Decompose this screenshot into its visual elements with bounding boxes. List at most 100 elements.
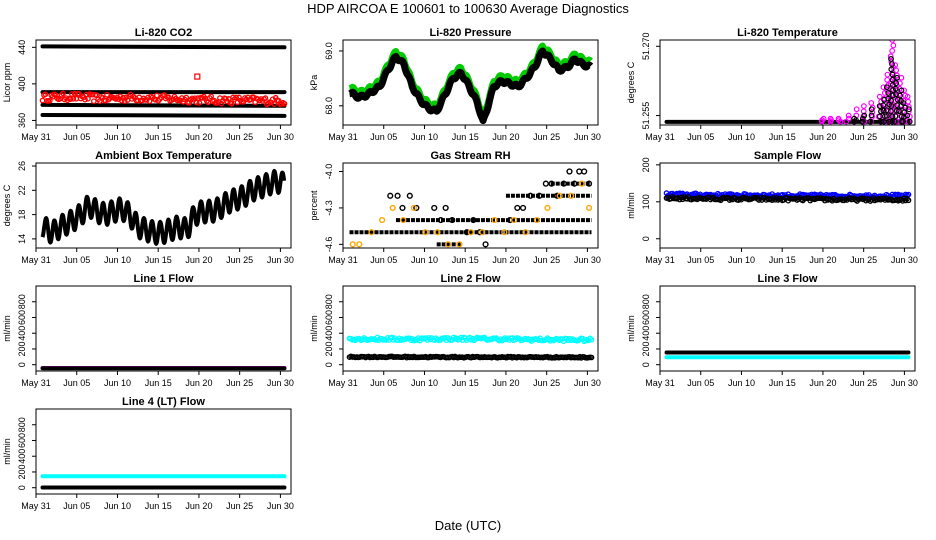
y-tick-label: 18 bbox=[17, 210, 27, 220]
x-tick-label: Jun 05 bbox=[687, 132, 714, 142]
data-point bbox=[897, 92, 903, 99]
data-point bbox=[349, 241, 356, 248]
data-point bbox=[588, 354, 595, 361]
y-axis-label: degrees C bbox=[2, 184, 12, 226]
y-tick-label: 360 bbox=[17, 113, 27, 128]
x-tick-label: Jun 05 bbox=[63, 501, 90, 511]
data-point bbox=[422, 229, 429, 236]
data-point bbox=[898, 87, 905, 94]
data-point bbox=[222, 95, 229, 102]
data-point bbox=[883, 84, 890, 91]
data-point bbox=[900, 100, 907, 106]
x-tick-label: May 31 bbox=[645, 132, 675, 142]
panel-frame bbox=[342, 285, 599, 372]
y-tick-label: 800 bbox=[17, 417, 27, 432]
series-band bbox=[40, 102, 287, 108]
series-outlier bbox=[194, 73, 201, 80]
y-tick-label: 22 bbox=[17, 185, 27, 195]
data-point bbox=[835, 115, 842, 122]
data-point bbox=[892, 62, 899, 69]
data-point bbox=[883, 112, 890, 119]
data-point bbox=[884, 76, 891, 83]
x-tick-label: Jun 20 bbox=[492, 132, 519, 142]
x-tick-label: Jun 10 bbox=[728, 132, 755, 142]
y-axis-label: ml/min bbox=[626, 192, 636, 219]
data-point bbox=[894, 96, 901, 103]
data-point bbox=[387, 192, 394, 199]
x-tick-label: Jun 05 bbox=[370, 132, 397, 142]
x-tick-label: Jun 30 bbox=[267, 501, 294, 511]
x-tick-label: Jun 05 bbox=[370, 255, 397, 265]
data-point bbox=[196, 100, 203, 106]
y-tick-label: 800 bbox=[641, 294, 651, 309]
data-point bbox=[853, 106, 860, 113]
x-tick-label: Jun 15 bbox=[769, 132, 796, 142]
data-point bbox=[104, 91, 110, 98]
data-point bbox=[819, 117, 826, 124]
x-tick-label: Jun 15 bbox=[145, 378, 172, 388]
data-point bbox=[527, 192, 534, 199]
data-point bbox=[406, 192, 413, 199]
x-tick-label: May 31 bbox=[328, 255, 358, 265]
data-point bbox=[845, 112, 852, 119]
data-point bbox=[861, 118, 868, 125]
data-point bbox=[476, 229, 483, 236]
panel-title: Sample Flow bbox=[754, 150, 822, 162]
x-tick-label: Jun 30 bbox=[574, 255, 601, 265]
x-tick-label: Jun 15 bbox=[769, 255, 796, 265]
x-tick-label: Jun 10 bbox=[411, 378, 438, 388]
x-tick-label: Jun 20 bbox=[809, 378, 836, 388]
y-tick-label: 400 bbox=[17, 76, 27, 91]
x-tick-label: Jun 25 bbox=[533, 255, 560, 265]
data-point bbox=[183, 94, 190, 101]
x-tick-label: May 31 bbox=[645, 255, 675, 265]
data-point bbox=[906, 118, 913, 125]
y-tick-label: 800 bbox=[17, 294, 27, 309]
y-tick-label: 440 bbox=[17, 40, 27, 55]
data-point bbox=[519, 204, 527, 212]
series-line2 bbox=[346, 353, 595, 361]
series-band bbox=[40, 112, 287, 118]
data-point bbox=[271, 101, 278, 107]
data-point bbox=[889, 76, 896, 83]
data-point bbox=[544, 204, 551, 212]
plot-area bbox=[346, 42, 594, 125]
data-point bbox=[889, 47, 896, 54]
y-tick-label: 0 bbox=[324, 362, 334, 367]
y-tick-label: 0 bbox=[17, 362, 27, 367]
x-tick-label: Jun 25 bbox=[533, 378, 560, 388]
data-point bbox=[585, 204, 593, 212]
data-point bbox=[890, 92, 896, 99]
y-axis-label: kPa bbox=[309, 75, 319, 91]
data-point bbox=[905, 98, 912, 105]
y-tick-label: 51.255 bbox=[641, 102, 651, 130]
panel-frame bbox=[659, 162, 916, 249]
x-tick-label: Jun 10 bbox=[104, 501, 131, 511]
data-point bbox=[400, 216, 407, 224]
x-tick-label: Jun 05 bbox=[687, 255, 714, 265]
series-level-3 bbox=[40, 102, 287, 108]
x-tick-label: Jun 05 bbox=[63, 132, 90, 142]
data-point bbox=[533, 216, 540, 224]
series-band bbox=[40, 44, 287, 50]
data-point bbox=[884, 87, 891, 94]
y-tick-label: 600 bbox=[641, 310, 651, 325]
plot-area bbox=[40, 169, 287, 246]
data-point bbox=[73, 95, 80, 102]
y-axis-label: percent bbox=[309, 190, 319, 221]
x-tick-label: Jun 15 bbox=[769, 378, 796, 388]
data-point bbox=[368, 229, 375, 236]
x-tick-label: Jun 10 bbox=[104, 378, 131, 388]
x-tick-label: Jun 05 bbox=[370, 378, 397, 388]
panel-frame bbox=[659, 285, 916, 372]
x-tick-label: Jun 30 bbox=[574, 132, 601, 142]
data-point bbox=[68, 91, 75, 97]
page-title: HDP AIRCOA E 100601 to 100630 Average Di… bbox=[307, 1, 629, 16]
plot-area bbox=[346, 334, 595, 361]
data-point bbox=[413, 204, 420, 212]
